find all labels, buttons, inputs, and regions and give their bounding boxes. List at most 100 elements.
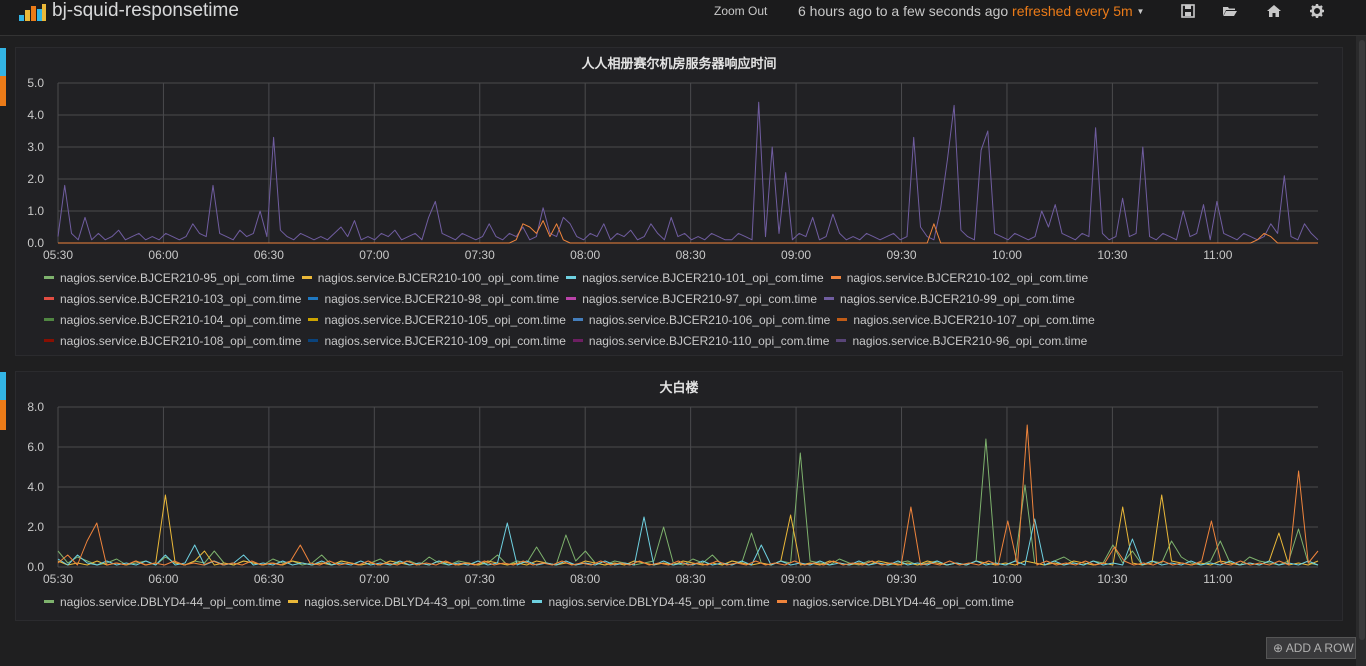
folder-open-icon[interactable] bbox=[1222, 3, 1238, 19]
legend-label[interactable]: nagios.service.BJCER210-108_opi_com.time bbox=[60, 334, 302, 348]
legend-label[interactable]: nagios.service.BJCER210-100_opi_com.time bbox=[317, 271, 560, 285]
legend-item[interactable]: nagios.service.BJCER210-97_opi_com.time bbox=[566, 292, 817, 306]
legend-swatch-icon[interactable] bbox=[308, 318, 319, 322]
legend-label[interactable]: nagios.service.BJCER210-104_opi_com.time bbox=[60, 313, 302, 327]
y-tick-label: 4.0 bbox=[27, 480, 44, 494]
legend-item[interactable]: nagios.service.BJCER210-100_opi_com.time bbox=[301, 271, 560, 285]
add-row-label: ADD A ROW bbox=[1285, 641, 1354, 655]
legend-item[interactable]: nagios.service.BJCER210-108_opi_com.time bbox=[44, 334, 301, 348]
legend-item[interactable]: nagios.service.BJCER210-106_opi_com.time bbox=[572, 313, 831, 327]
legend-item[interactable]: nagios.service.BJCER210-110_opi_com.time bbox=[572, 334, 830, 348]
x-tick-label: 08:00 bbox=[570, 572, 600, 586]
legend-label[interactable]: nagios.service.BJCER210-95_opi_com.time bbox=[60, 271, 295, 285]
row-menu-handle-bottom[interactable] bbox=[0, 400, 6, 430]
legend-swatch-icon[interactable] bbox=[308, 297, 319, 301]
series-line bbox=[57, 424, 1319, 566]
legend-label[interactable]: nagios.service.BJCER210-107_opi_com.time bbox=[853, 313, 1095, 327]
time-range-picker[interactable]: 6 hours ago to a few seconds ago refresh… bbox=[798, 3, 1144, 19]
legend-swatch-icon[interactable] bbox=[566, 276, 577, 280]
legend-swatch-icon[interactable] bbox=[44, 276, 54, 280]
legend-item[interactable]: nagios.service.DBLYD4-43_opi_com.time bbox=[288, 595, 525, 609]
row-collapse-handle-top[interactable] bbox=[0, 48, 6, 76]
legend-swatch-icon[interactable] bbox=[566, 297, 577, 301]
graph-panel-dabailou[interactable]: 大白楼 0.0 2.0 4.0 6.0 8.0 05:30 06:00 06:30 07:00 0… bbox=[15, 371, 1343, 621]
gear-icon[interactable] bbox=[1309, 3, 1325, 19]
legend-label[interactable]: nagios.service.BJCER210-97_opi_com.time bbox=[582, 292, 818, 306]
legend-swatch-icon[interactable] bbox=[837, 318, 848, 322]
legend-item[interactable]: nagios.service.BJCER210-102_opi_com.time bbox=[830, 271, 1089, 285]
legend-swatch-icon[interactable] bbox=[532, 600, 543, 604]
legend-label[interactable]: nagios.service.DBLYD4-45_opi_com.time bbox=[548, 595, 770, 609]
legend-swatch-icon[interactable] bbox=[572, 339, 583, 343]
legend-swatch-icon[interactable] bbox=[308, 339, 319, 343]
graph-panel-renren[interactable]: 人人相册赛尔机房服务器响应时间 0.0 1.0 2.0 3.0 4.0 5.0 05:30 0… bbox=[15, 47, 1343, 356]
legend-swatch-icon[interactable] bbox=[44, 600, 54, 604]
legend-swatch-icon[interactable] bbox=[776, 600, 787, 604]
x-tick-label: 05:30 bbox=[43, 572, 73, 586]
y-tick-label: 0.0 bbox=[27, 236, 44, 250]
dashboard-title[interactable]: bj-squid-responsetime bbox=[52, 0, 239, 21]
legend-row: nagios.service.DBLYD4-44_opi_com.time nag… bbox=[44, 595, 1021, 616]
legend-item[interactable]: nagios.service.BJCER210-107_opi_com.time bbox=[837, 313, 1095, 327]
legend-item[interactable]: nagios.service.DBLYD4-45_opi_com.time bbox=[532, 595, 770, 609]
x-tick-label: 09:30 bbox=[886, 248, 916, 262]
legend-item[interactable]: nagios.service.DBLYD4-44_opi_com.time bbox=[44, 595, 281, 609]
x-tick-label: 11:00 bbox=[1203, 248, 1232, 262]
legend-item[interactable]: nagios.service.DBLYD4-46_opi_com.time bbox=[776, 595, 1014, 609]
legend-swatch-icon[interactable] bbox=[44, 297, 54, 301]
legend-swatch-icon[interactable] bbox=[830, 276, 841, 280]
x-tick-label: 07:00 bbox=[359, 248, 389, 262]
save-icon[interactable] bbox=[1180, 3, 1196, 19]
y-tick-label: 2.0 bbox=[27, 172, 44, 186]
legend-label[interactable]: nagios.service.BJCER210-98_opi_com.time bbox=[324, 292, 560, 306]
legend-label[interactable]: nagios.service.BJCER210-96_opi_com.time bbox=[852, 334, 1088, 348]
panel-title[interactable]: 大白楼 bbox=[659, 381, 699, 396]
row-menu-handle-top[interactable] bbox=[0, 76, 6, 106]
legend-label[interactable]: nagios.service.BJCER210-106_opi_com.time bbox=[588, 313, 831, 327]
legend-swatch-icon[interactable] bbox=[572, 318, 583, 322]
legend-item[interactable]: nagios.service.BJCER210-101_opi_com.time bbox=[566, 271, 824, 285]
legend-swatch-icon[interactable] bbox=[824, 297, 835, 301]
legend-swatch-icon[interactable] bbox=[44, 339, 54, 343]
legend-item[interactable]: nagios.service.BJCER210-99_opi_com.time bbox=[824, 292, 1075, 306]
legend-label[interactable]: nagios.service.BJCER210-103_opi_com.time bbox=[60, 292, 302, 306]
legend-label[interactable]: nagios.service.DBLYD4-44_opi_com.time bbox=[60, 595, 282, 609]
legend-swatch-icon[interactable] bbox=[44, 318, 54, 322]
x-tick-label: 09:00 bbox=[781, 572, 811, 586]
add-row-button[interactable]: ⊕ ADD A ROW bbox=[1266, 637, 1356, 659]
legend-label[interactable]: nagios.service.BJCER210-99_opi_com.time bbox=[840, 292, 1075, 306]
row-collapse-handle-bottom[interactable] bbox=[0, 372, 6, 400]
panel-title[interactable]: 人人相册赛尔机房服务器响应时间 bbox=[581, 57, 777, 72]
legend-label[interactable]: nagios.service.DBLYD4-43_opi_com.time bbox=[304, 595, 526, 609]
x-tick-label: 05:30 bbox=[43, 248, 73, 262]
legend-item[interactable]: nagios.service.BJCER210-109_opi_com.time bbox=[308, 334, 566, 348]
x-tick-label: 06:30 bbox=[254, 572, 284, 586]
legend-swatch-icon[interactable] bbox=[836, 339, 847, 343]
x-tick-label: 11:00 bbox=[1203, 572, 1232, 586]
line-chart[interactable]: 0.0 1.0 2.0 3.0 4.0 5.0 05:30 06:00 06:30 07:00 07… bbox=[16, 48, 1344, 273]
legend-label[interactable]: nagios.service.DBLYD4-46_opi_com.time bbox=[792, 595, 1014, 609]
legend-item[interactable]: nagios.service.BJCER210-96_opi_com.time bbox=[836, 334, 1087, 348]
home-icon[interactable] bbox=[1266, 3, 1282, 19]
legend-swatch-icon[interactable] bbox=[301, 276, 312, 280]
legend-label[interactable]: nagios.service.BJCER210-102_opi_com.time bbox=[846, 271, 1089, 285]
y-tick-label: 3.0 bbox=[27, 140, 44, 154]
x-tick-label: 07:00 bbox=[359, 572, 389, 586]
legend-swatch-icon[interactable] bbox=[288, 600, 299, 604]
legend-label[interactable]: nagios.service.BJCER210-105_opi_com.time bbox=[324, 313, 566, 327]
legend-label[interactable]: nagios.service.BJCER210-109_opi_com.time bbox=[324, 334, 566, 348]
logo-icon[interactable] bbox=[19, 4, 47, 22]
page-scrollbar-thumb[interactable] bbox=[1359, 40, 1365, 640]
line-chart[interactable]: 0.0 2.0 4.0 6.0 8.0 05:30 06:00 06:30 07:00 07:30… bbox=[16, 372, 1344, 597]
legend-row: nagios.service.BJCER210-103_opi_com.time… bbox=[44, 292, 1102, 313]
y-tick-label: 0.0 bbox=[27, 560, 44, 574]
refresh-interval-text: refreshed every 5m bbox=[1012, 3, 1133, 19]
legend-label[interactable]: nagios.service.BJCER210-110_opi_com.time bbox=[588, 334, 830, 348]
legend-item[interactable]: nagios.service.BJCER210-105_opi_com.time bbox=[308, 313, 566, 327]
zoom-out-button[interactable]: Zoom Out bbox=[714, 4, 768, 18]
legend-item[interactable]: nagios.service.BJCER210-103_opi_com.time bbox=[44, 292, 301, 306]
legend-label[interactable]: nagios.service.BJCER210-101_opi_com.time bbox=[582, 271, 824, 285]
legend-item[interactable]: nagios.service.BJCER210-95_opi_com.time bbox=[44, 271, 295, 285]
legend-item[interactable]: nagios.service.BJCER210-104_opi_com.time bbox=[44, 313, 301, 327]
legend-item[interactable]: nagios.service.BJCER210-98_opi_com.time bbox=[308, 292, 559, 306]
